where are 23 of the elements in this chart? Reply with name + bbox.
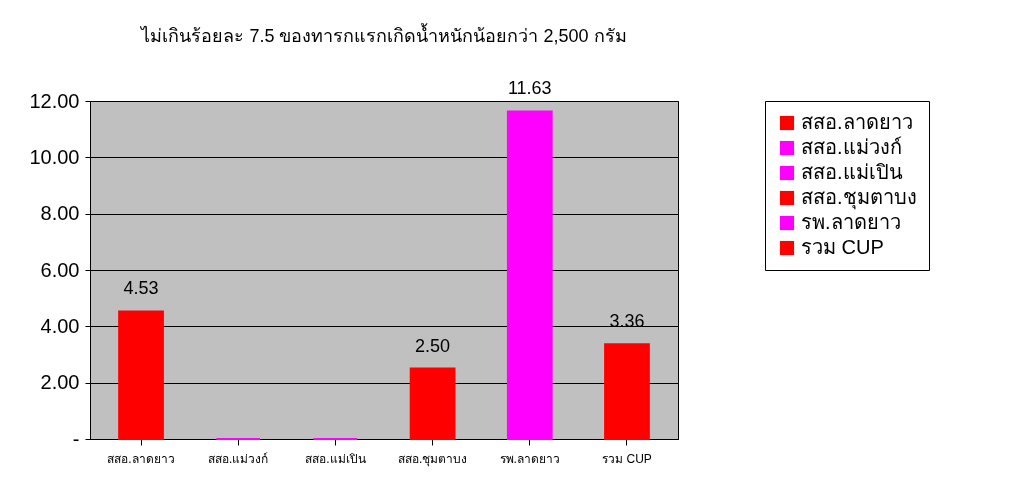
legend-label: รพ.ลาดยาว	[801, 211, 901, 233]
x-tick-label: สสอ.แม่วงก์	[208, 451, 269, 466]
legend-label: รวม CUP	[801, 236, 884, 258]
y-tick-label: 2.00	[40, 371, 80, 394]
x-tick-label: รวม CUP	[602, 451, 652, 466]
y-tick-label: 8.00	[40, 202, 80, 225]
data-label: 11.63	[507, 78, 552, 99]
legend-label: สสอ.ชุมตาบง	[801, 186, 917, 210]
x-tick-label: สสอ.ลาดยาว	[107, 451, 175, 466]
y-tick-label: -	[72, 427, 80, 450]
x-tick-label: สสอ.แม่เปิน	[305, 451, 366, 466]
y-tick-label: 12.00	[29, 89, 80, 112]
x-tick-label: รพ.ลาดยาว	[499, 451, 560, 466]
data-label: 4.53	[123, 278, 159, 299]
legend-label: สสอ.แม่เปิน	[801, 161, 903, 183]
y-tick-label: 4.00	[40, 314, 80, 337]
chart-title: ไม่เกินร้อยละ 7.5 ของทารกแรกเกิดน้ำหนักน้อยกว่า 2,500 กรัม	[139, 23, 627, 47]
y-tick-label: 6.00	[40, 258, 80, 281]
data-label: 2.50	[415, 335, 451, 356]
legend-label: สสอ.ลาดยาว	[801, 111, 913, 133]
y-tick-label: 10.00	[29, 145, 80, 168]
x-tick-label: สสอ.ชุมตาบง	[397, 451, 468, 467]
legend-label: สสอ.แม่วงก์	[801, 136, 902, 158]
